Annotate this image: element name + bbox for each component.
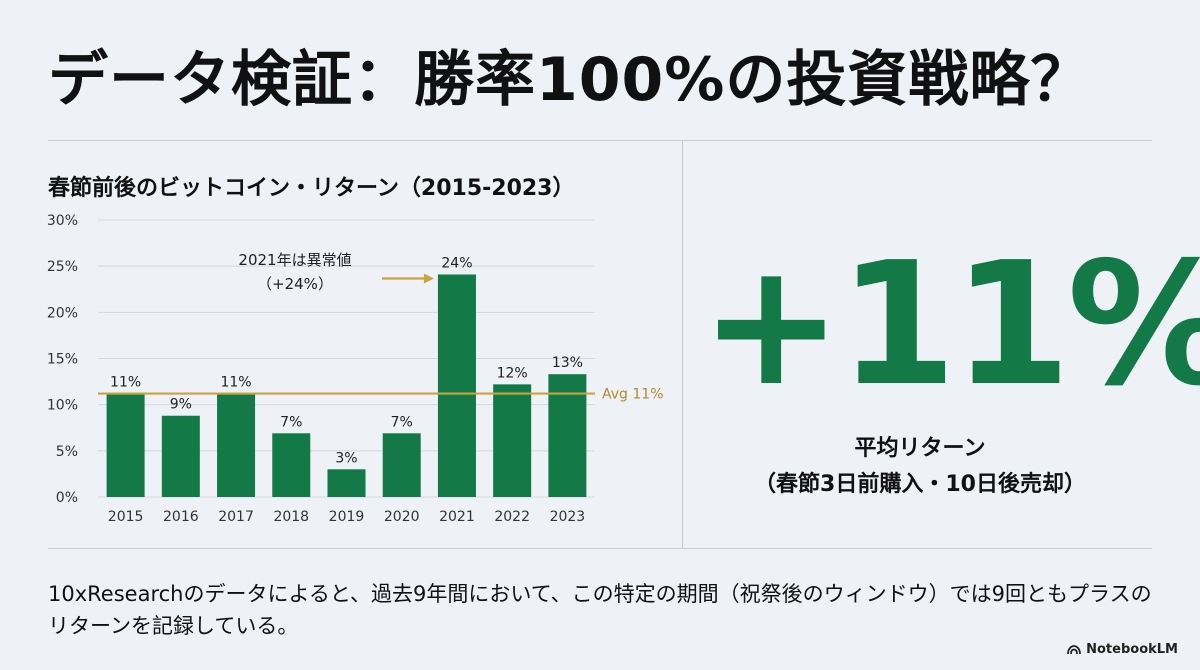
chart-bars: 11% 9% 11% 7% 3% 7% 24% 12% 13% [106, 255, 587, 497]
y-tick-label: 25% [47, 259, 78, 275]
kpi-value: +11% [700, 226, 1200, 424]
kpi-sublabel: （春節3日前購入・10日後売却） [754, 472, 1086, 497]
bar-value-label: 7% [391, 414, 413, 430]
y-tick-label: 5% [56, 444, 78, 460]
top-divider [48, 140, 1152, 141]
bar-2020 [382, 433, 421, 497]
x-tick-label: 2022 [494, 509, 530, 525]
x-axis-ticks: 2015 2016 2017 2018 2019 2020 2021 2022 2023 [108, 509, 585, 525]
bar-value-label: 9% [170, 397, 192, 413]
bar-2021 [437, 274, 476, 497]
annotation-arrow-head [423, 273, 434, 284]
annotation-line-2: （+24%） [257, 275, 333, 293]
bar-value-label: 7% [280, 414, 302, 430]
bar-2018 [272, 433, 311, 497]
x-tick-label: 2020 [384, 509, 420, 525]
bar-value-label: 12% [497, 365, 528, 381]
x-tick-label: 2019 [329, 509, 365, 525]
brand-mark: NotebookLM [1067, 642, 1178, 657]
y-tick-label: 30% [47, 213, 78, 229]
bar-value-label: 24% [441, 255, 472, 271]
bar-value-label: 3% [335, 450, 357, 466]
y-tick-label: 0% [56, 490, 78, 506]
slide-title: データ検証：勝率100%の投資戦略？ [48, 45, 1092, 115]
y-tick-label: 10% [47, 398, 78, 414]
annotation-line-1: 2021年は異常値 [238, 251, 351, 269]
footnote-text: 10xResearchのデータによると、過去9年間において、この特定の期間（祝祭… [48, 582, 1152, 638]
vertical-divider [682, 141, 683, 548]
bar-value-label: 13% [552, 355, 583, 371]
x-tick-label: 2016 [163, 509, 199, 525]
x-tick-label: 2017 [218, 509, 254, 525]
brand-name: NotebookLM [1086, 642, 1178, 657]
chart-title: 春節前後のビットコイン・リターン（2015-2023） [48, 176, 575, 201]
notebooklm-logo-icon [1067, 644, 1082, 654]
bar-value-label: 11% [110, 375, 141, 391]
x-tick-label: 2021 [439, 509, 475, 525]
y-tick-label: 15% [47, 352, 78, 368]
bottom-divider [48, 548, 1152, 549]
bar-2022 [493, 384, 532, 497]
bar-2019 [327, 469, 366, 497]
x-tick-label: 2023 [550, 509, 586, 525]
bar-2016 [161, 415, 200, 497]
kpi-label: 平均リターン [854, 436, 986, 461]
outlier-annotation: 2021年は異常値 （+24%） [238, 251, 434, 293]
y-axis-ticks: 0% 5% 10% 15% 20% 25% 30% [47, 213, 78, 506]
average-line-group: Avg 11% [98, 387, 664, 403]
bar-2017 [217, 393, 256, 497]
bar-chart: 0% 5% 10% 15% 20% 25% 30% 11% 9% 11% 7% 3% 7% 24% 12%… [47, 213, 664, 525]
y-tick-label: 20% [47, 305, 78, 321]
x-tick-label: 2018 [273, 509, 309, 525]
bar-2015 [106, 393, 145, 497]
x-tick-label: 2015 [108, 509, 144, 525]
average-label: Avg 11% [602, 387, 664, 403]
bar-value-label: 11% [220, 375, 251, 391]
